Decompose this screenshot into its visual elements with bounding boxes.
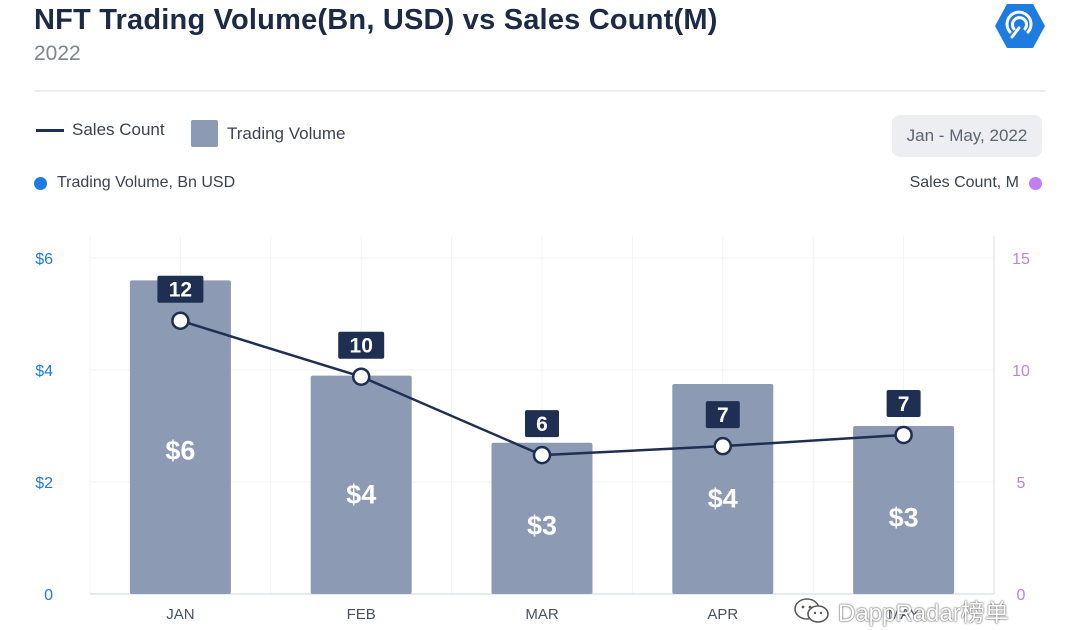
purple-dot-icon <box>1029 176 1042 190</box>
x-tick-label: MAY <box>888 606 919 623</box>
line-point <box>713 436 733 456</box>
bar-value-label: $3 <box>527 510 557 540</box>
legend-label-trading-volume: Trading Volume <box>227 123 346 143</box>
legend-item-sales-count[interactable]: Sales Count <box>36 120 165 140</box>
right-axis-key-label: Sales Count, M <box>909 174 1019 191</box>
line-value-label: 7 <box>717 404 729 427</box>
legend-item-trading-volume[interactable]: Trading Volume <box>191 120 345 147</box>
y-right-tick-label: 0 <box>1017 587 1026 604</box>
blue-dot-icon <box>34 176 47 190</box>
y-left-tick-label: $6 <box>35 251 53 268</box>
bar <box>491 442 593 594</box>
line-point <box>171 311 190 330</box>
y-right-tick-label: 5 <box>1017 475 1026 492</box>
wechat-icon <box>794 597 829 623</box>
left-axis-key: Trading Volume, Bn USD <box>34 174 235 192</box>
legend-label-sales-count: Sales Count <box>72 120 165 139</box>
legend-line-swatch <box>36 128 64 132</box>
line-label-box <box>525 410 559 438</box>
bar-value-label: $4 <box>708 483 738 513</box>
line-value-label: 7 <box>898 393 910 416</box>
bar-value-label: $6 <box>165 436 195 466</box>
date-range-button[interactable]: Jan - May, 2022 <box>892 115 1042 157</box>
line-label-box <box>705 401 740 429</box>
chart-subtitle: 2022 <box>34 42 81 65</box>
bar <box>672 384 774 594</box>
watermark: DappRadar榜单 <box>792 593 1009 628</box>
line-value-label: 6 <box>536 413 548 436</box>
chart-title: NFT Trading Volume(Bn, USD) vs Sales Cou… <box>34 4 718 36</box>
y-left-tick-label: $2 <box>35 475 53 492</box>
bar-value-label: $3 <box>889 503 919 533</box>
line-value-label: 10 <box>350 335 373 358</box>
line-value-label: 12 <box>169 279 192 302</box>
line-point <box>532 445 552 465</box>
x-tick-label: FEB <box>347 606 376 623</box>
right-axis-key: Sales Count, M <box>910 174 1042 192</box>
left-axis-key-label: Trading Volume, Bn USD <box>57 174 236 191</box>
y-left-tick-label: $4 <box>35 363 53 380</box>
dappradar-logo-icon <box>995 4 1045 48</box>
y-right-tick-label: 10 <box>1012 363 1030 380</box>
bar <box>129 280 231 594</box>
x-tick-label: JAN <box>166 606 194 623</box>
bar <box>310 375 412 594</box>
header-divider <box>34 90 1046 92</box>
line-label-box <box>886 389 921 417</box>
line-point <box>351 367 371 386</box>
y-left-tick-label: 0 <box>44 587 53 604</box>
x-tick-label: MAR <box>525 606 559 623</box>
legend-bar-swatch <box>191 120 218 147</box>
bar-value-label: $4 <box>346 480 376 510</box>
x-tick-label: APR <box>707 606 738 623</box>
line-label-box <box>157 275 204 303</box>
y-right-tick-label: 15 <box>1012 251 1030 268</box>
line-point <box>894 425 913 445</box>
bar <box>853 426 955 594</box>
watermark-text: DappRadar榜单 <box>838 600 1009 627</box>
line-label-box <box>338 331 385 359</box>
